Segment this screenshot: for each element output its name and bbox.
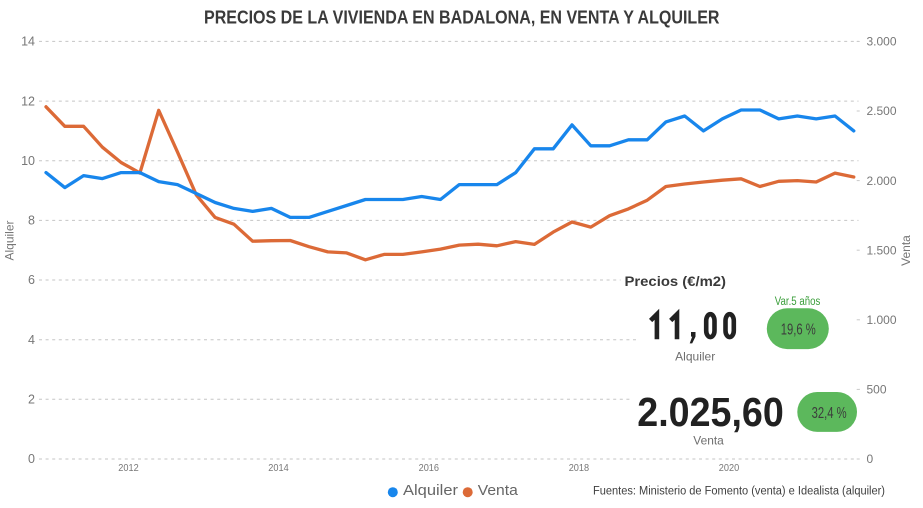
svg-text:Fuentes: Ministerio de Fomento: Fuentes: Ministerio de Fomento (venta) e… [593, 486, 885, 498]
svg-text:2014: 2014 [268, 463, 289, 474]
svg-text:PRECIOS DE LA VIVIENDA EN BADA: PRECIOS DE LA VIVIENDA EN BADALONA, EN V… [204, 6, 720, 27]
svg-text:2012: 2012 [118, 463, 139, 474]
svg-text:1.500: 1.500 [867, 243, 897, 257]
svg-text:3.000: 3.000 [867, 35, 897, 49]
svg-text:32,4 %: 32,4 % [812, 405, 847, 422]
svg-text:10: 10 [21, 154, 35, 168]
svg-text:8: 8 [28, 214, 35, 228]
svg-text:Var.5 años: Var.5 años [775, 296, 821, 308]
svg-text:0: 0 [28, 452, 35, 466]
svg-text:4: 4 [28, 333, 35, 347]
svg-text:6: 6 [28, 273, 35, 287]
svg-text:2.500: 2.500 [867, 104, 897, 118]
svg-text:2.000: 2.000 [867, 174, 897, 188]
svg-text:2016: 2016 [419, 463, 440, 474]
svg-text:2018: 2018 [569, 463, 590, 474]
svg-text:Venta: Venta [693, 434, 724, 448]
svg-text:Precios (€/m2): Precios (€/m2) [625, 274, 727, 290]
svg-text:1.000: 1.000 [867, 313, 897, 327]
svg-text:500: 500 [867, 383, 887, 397]
svg-text:Venta: Venta [478, 483, 519, 499]
svg-text:2: 2 [28, 393, 35, 407]
svg-text:12: 12 [21, 94, 35, 108]
svg-text:2020: 2020 [719, 463, 740, 474]
svg-text:0: 0 [867, 452, 874, 466]
svg-text:Venta: Venta [899, 235, 913, 266]
svg-text:Alquiler: Alquiler [403, 483, 458, 499]
svg-text:Alquiler: Alquiler [675, 350, 715, 364]
svg-text:14: 14 [21, 35, 35, 49]
svg-text:2.025,60: 2.025,60 [637, 389, 784, 435]
svg-text:19,6 %: 19,6 % [781, 321, 816, 338]
svg-text:Alquiler: Alquiler [3, 220, 17, 260]
